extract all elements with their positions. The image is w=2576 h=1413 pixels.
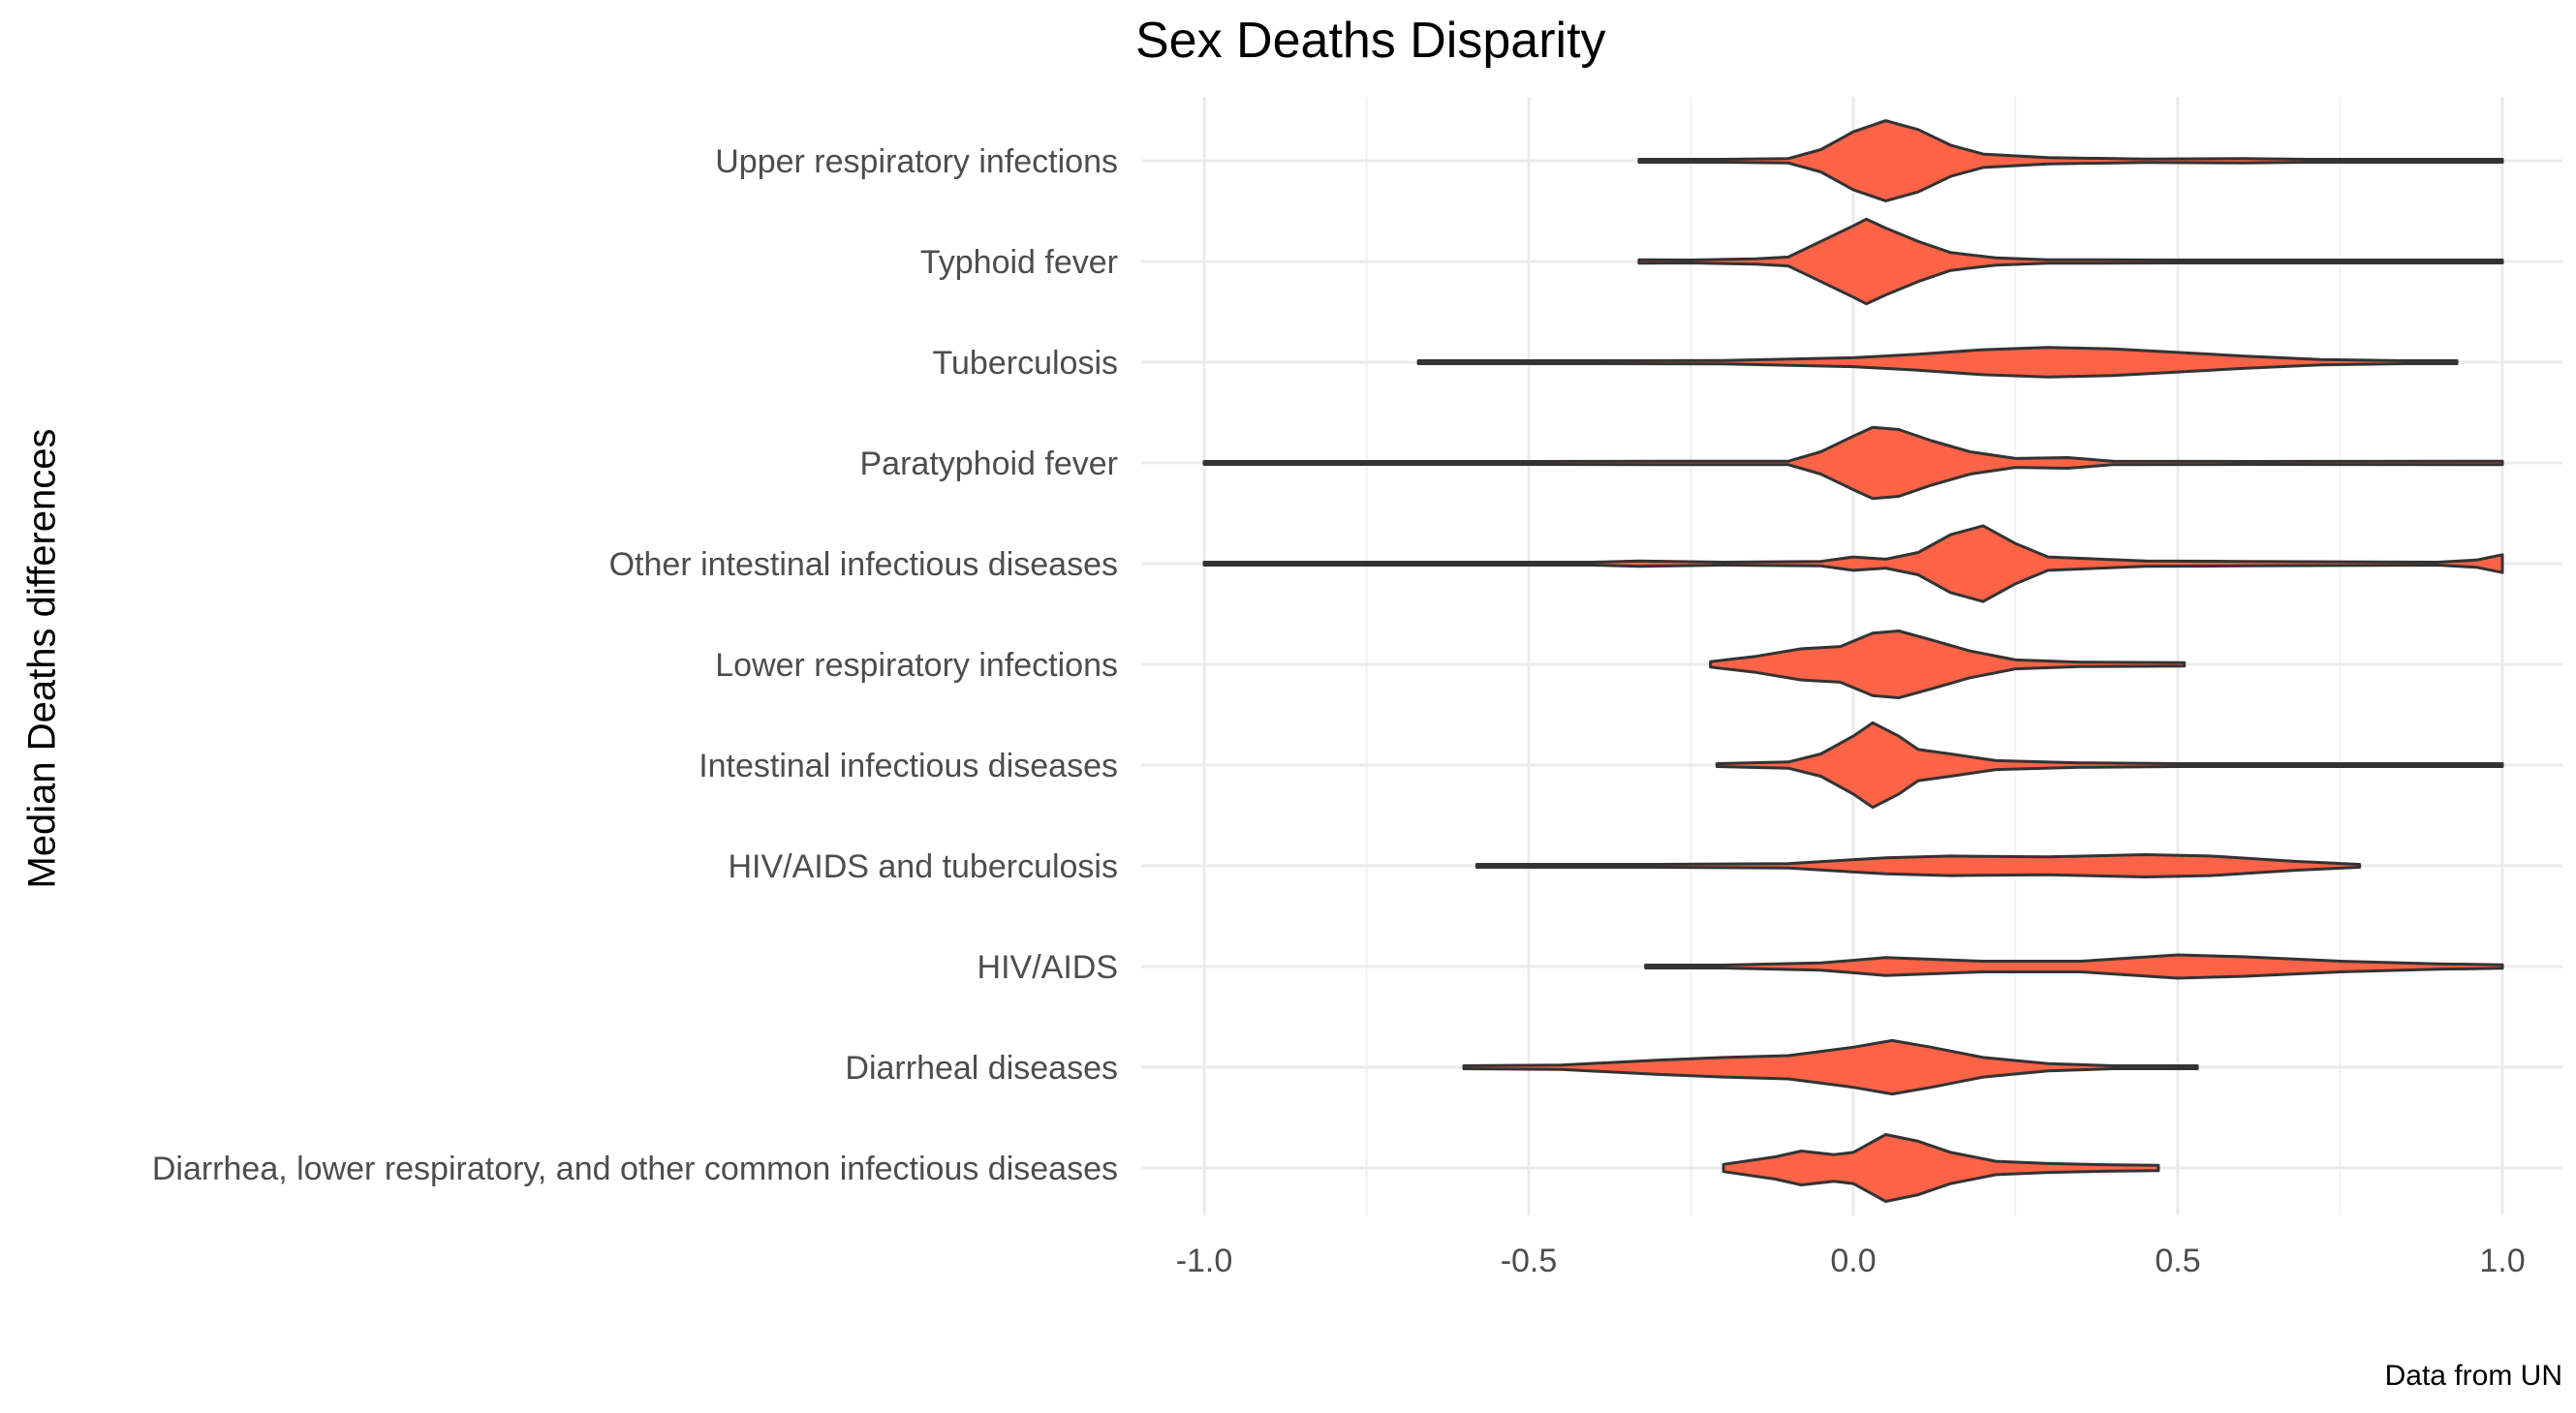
violin-9 [1462, 1038, 2199, 1096]
y-tick-label: Diarrhea, lower respiratory, and other c… [152, 1151, 1118, 1187]
violin-5 [1709, 630, 2187, 699]
y-tick-label: Paratyphoid fever [860, 445, 1119, 482]
violin-6 [1715, 721, 2504, 810]
violin-8 [1644, 953, 2504, 980]
chart-title: Sex Deaths Disparity [1135, 13, 1606, 69]
violin-3 [1202, 425, 2504, 501]
x-tick-label: 1.0 [2479, 1243, 2525, 1279]
y-tick-label: Diarrheal diseases [845, 1050, 1118, 1087]
violin-2 [1416, 346, 2459, 379]
y-tick-label: HIV/AIDS and tuberculosis [728, 848, 1118, 885]
y-tick-label: Typhoid fever [920, 244, 1118, 281]
y-tick-label: HIV/AIDS [978, 949, 1118, 986]
violin-4 [1202, 524, 2504, 603]
x-tick-label: 0.5 [2155, 1243, 2200, 1279]
y-tick-label: Tuberculosis [933, 345, 1118, 382]
chart-caption: Data from UN [2384, 1360, 2562, 1392]
x-tick-label: -1.0 [1176, 1243, 1233, 1279]
violin-0 [1637, 119, 2504, 202]
x-tick-label: -0.5 [1501, 1243, 1558, 1279]
violin-7 [1474, 853, 2362, 878]
y-tick-label: Other intestinal infectious diseases [609, 546, 1118, 583]
violin-10 [1722, 1133, 2160, 1203]
y-tick-label: Upper respiratory infections [715, 143, 1118, 180]
y-tick-label: Intestinal infectious diseases [698, 748, 1118, 784]
violin-1 [1637, 217, 2504, 306]
y-tick-label: Lower respiratory infections [715, 647, 1118, 684]
x-tick-label: 0.0 [1830, 1243, 1876, 1279]
